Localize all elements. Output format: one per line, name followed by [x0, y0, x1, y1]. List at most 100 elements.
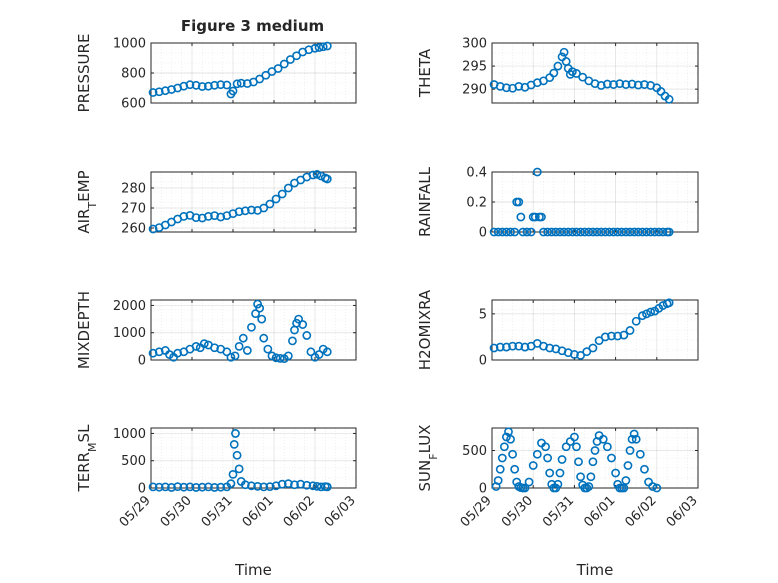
data-point [495, 342, 505, 352]
data-point [154, 347, 164, 357]
axes-theta: 290 295 300 THETA [416, 37, 699, 104]
data-point [543, 453, 553, 463]
data-point [514, 81, 524, 91]
data-point [493, 476, 503, 485]
data-point [640, 464, 649, 474]
data-point [265, 199, 275, 209]
data-point [312, 169, 322, 179]
series-markers [148, 429, 332, 492]
data-point [148, 88, 158, 97]
y-axis-label: TERRMSL [75, 424, 99, 493]
data-point [580, 227, 590, 237]
data-point [545, 468, 555, 478]
data-point [555, 227, 565, 237]
y-tick-label: 1000 [113, 326, 146, 341]
data-point [277, 479, 287, 489]
data-point [283, 183, 293, 193]
data-point [635, 449, 645, 459]
data-point [228, 469, 238, 479]
data-point [279, 59, 289, 69]
chart-title: Figure 3 medium [181, 17, 324, 35]
y-tick-label: 0 [479, 482, 487, 497]
data-point [231, 429, 240, 438]
data-point [226, 479, 236, 489]
data-point [545, 343, 555, 353]
axes-rainfall: 0 0.2 0.4 RAINFALL [416, 166, 699, 241]
data-point [167, 483, 176, 492]
data-point [547, 227, 557, 237]
y-tick-label: 0.2 [466, 196, 487, 211]
series-markers [491, 427, 662, 493]
subplot-grid: 600 800 1000 PRESSURE Figure 3 medium 290 295 3… [75, 17, 701, 579]
data-point [537, 212, 546, 222]
y-tick-label: 270 [121, 202, 146, 217]
data-point [613, 227, 623, 237]
data-point [543, 227, 553, 237]
data-point [255, 303, 265, 313]
data-point [222, 80, 232, 90]
data-point [247, 205, 256, 215]
data-point [253, 481, 262, 491]
data-point [185, 482, 195, 492]
x-axis-label: Time [576, 561, 614, 579]
data-point [625, 446, 635, 455]
data-point [234, 207, 244, 216]
data-point [508, 341, 517, 351]
data-point [229, 439, 239, 449]
data-point [549, 68, 559, 78]
data-point [600, 227, 610, 237]
data-point [650, 227, 660, 237]
data-point [298, 320, 308, 329]
data-point [629, 227, 639, 237]
data-point [271, 353, 281, 363]
y-tick-label: 1000 [113, 37, 146, 52]
data-point [532, 449, 542, 459]
data-point [148, 482, 158, 492]
data-point [524, 477, 534, 487]
data-point [502, 83, 511, 93]
data-point [283, 351, 293, 361]
y-tick-label: 0.4 [466, 166, 487, 181]
data-point [584, 227, 594, 237]
axes-mixdepth: 0 1000 2000 MIXDEPTH [75, 291, 357, 369]
data-point [658, 227, 668, 237]
data-point [242, 346, 252, 355]
series-markers [489, 167, 674, 237]
data-point [557, 455, 567, 464]
data-point [216, 80, 226, 90]
data-point [191, 341, 201, 351]
data-point [642, 309, 651, 319]
data-point [302, 480, 312, 490]
data-point [637, 227, 647, 237]
data-point [191, 213, 201, 222]
data-point [210, 483, 219, 492]
y-axis-label-part: LUX [416, 425, 434, 454]
series-markers [489, 298, 674, 360]
y-tick-label: 0 [479, 354, 487, 369]
data-point [617, 227, 627, 237]
data-point [631, 316, 641, 326]
data-point [232, 450, 242, 460]
data-point [322, 347, 332, 357]
data-point [232, 79, 242, 89]
data-point [553, 479, 563, 489]
y-tick-label: 0 [479, 226, 487, 241]
data-point [609, 227, 618, 237]
y-tick-label: 800 [121, 67, 146, 82]
data-point [607, 331, 616, 341]
data-point [230, 351, 240, 361]
data-point [173, 482, 183, 492]
data-point [600, 332, 610, 342]
data-point [240, 480, 250, 490]
data-point [588, 457, 598, 467]
y-tick-label: 500 [462, 444, 487, 459]
y-tick-label: 1000 [113, 427, 146, 442]
series-markers [489, 47, 674, 104]
axes-h2omixra: 0 5 H2OMIXRA [416, 289, 699, 370]
data-point [312, 481, 322, 491]
data-point [652, 483, 662, 493]
data-point [160, 86, 170, 96]
data-point [306, 347, 316, 357]
data-point [502, 227, 511, 237]
data-point [294, 314, 303, 324]
